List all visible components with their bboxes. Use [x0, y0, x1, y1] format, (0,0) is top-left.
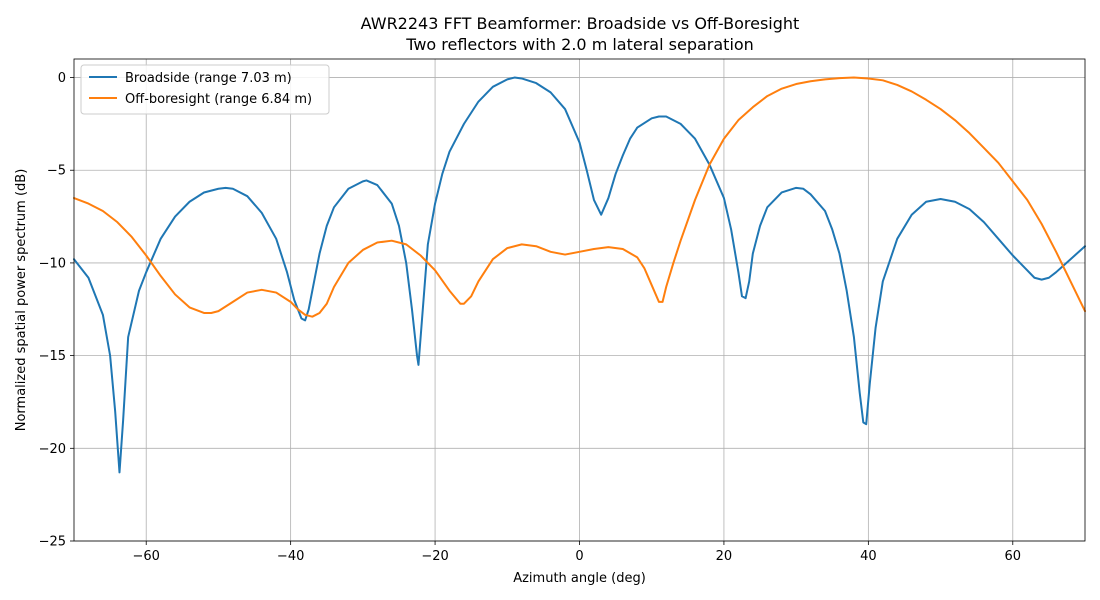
y-tick-label: −10: [39, 256, 66, 271]
x-axis-label: Azimuth angle (deg): [513, 571, 646, 586]
x-tick-label: 20: [716, 549, 733, 564]
series-layer: [73, 76, 1086, 474]
legend: Broadside (range 7.03 m) Off-boresight (…: [80, 64, 330, 115]
y-axis-label: Normalized spatial power spectrum (dB): [14, 169, 29, 432]
y-tick-label: −5: [47, 164, 66, 179]
y-tick-label: −15: [39, 349, 66, 364]
series-line-off-boresight: [73, 76, 1086, 318]
chart-title: AWR2243 FFT Beamformer: Broadside vs Off…: [361, 14, 800, 33]
y-tick-label: 0: [58, 71, 66, 86]
x-tick-label: −40: [277, 549, 304, 564]
y-tick-label: −25: [39, 535, 66, 550]
y-tick-label: −20: [39, 442, 66, 457]
x-tick-label: 0: [575, 549, 583, 564]
series-line-broadside: [73, 76, 1086, 474]
ticks: −60 −40 −20 0 20 40 60 0 −5 −10 −15 −20 −25: [39, 71, 1021, 564]
grid: [74, 59, 1085, 542]
legend-frame: [80, 64, 330, 115]
x-tick-label: −20: [421, 549, 448, 564]
plot-frame: [73, 58, 1086, 542]
x-tick-label: −60: [132, 549, 159, 564]
chart-subtitle: Two reflectors with 2.0 m lateral separa…: [405, 35, 754, 54]
legend-label-broadside: Broadside (range 7.03 m): [125, 71, 292, 86]
x-tick-label: 60: [1005, 549, 1022, 564]
legend-label-off-boresight: Off-boresight (range 6.84 m): [125, 92, 312, 107]
x-tick-label: 40: [860, 549, 877, 564]
